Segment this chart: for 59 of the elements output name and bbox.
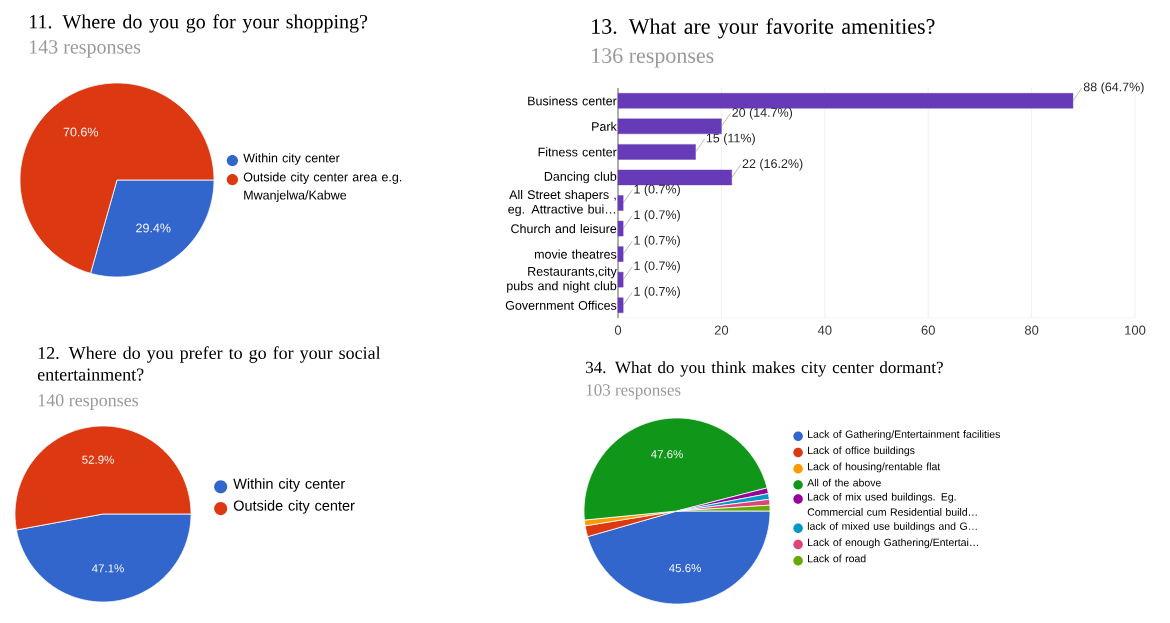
bar [617,271,624,288]
data-label: 88 (64.7%) [1083,82,1144,94]
x-tick-label: 0 [614,325,622,335]
chart-title: 13. What are your favorite amenities? [592,18,935,39]
data-label: 47.1% [91,564,124,573]
chart-subtitle: 143 responses [29,40,141,58]
data-label: 29.4% [136,223,171,233]
y-tick-label: Dancing club [544,171,617,184]
y-tick-label: Fitness center [538,147,617,157]
data-label: 52.9% [82,455,114,464]
bar [617,297,624,313]
bar [617,169,732,186]
legend-label: Lack of road [808,554,866,563]
y-tick-label: movie theatres [534,249,617,259]
chart-subtitle: 103 responses [586,384,681,400]
y-tick-label: Business center [528,96,617,106]
legend-label: Outside city center area e.g. Mwanjelwa/Kabwe [243,172,402,203]
x-tick-label: 20 [714,325,729,335]
chart-title: 34. What do you think makes city center dormant? [586,361,943,377]
bar [617,220,624,237]
y-tick-label: Church and leisure [511,223,617,234]
y-tick-label: Park [592,121,617,131]
legend-label: Lack of mix used buildings. Eg. Commercial cum Residential build… [807,492,977,516]
x-tick-label: 80 [1024,325,1039,335]
data-label: 1 (0.7%) [634,286,680,299]
data-label: 70.6% [63,127,99,137]
chart-subtitle: 136 responses [592,48,714,68]
data-label: 47.6% [650,450,683,459]
legend-label: Lack of housing/rentable flat [808,462,941,473]
data-label: 1 (0.7%) [634,235,680,248]
x-tick-label: 100 [1125,325,1146,335]
data-label: 1 (0.7%) [634,261,680,273]
y-tick-label: All Street shapers , eg. Attractive bui… [508,189,616,217]
y-tick-label: Restaurants,city pubs and night club [507,266,617,293]
data-label: 45.6% [669,564,701,573]
bar [617,246,624,262]
legend-label: Lack of enough Gathering/Entertai… [808,538,978,549]
data-label: 22 (16.2%) [742,158,803,171]
y-tick-label: Government Offices [505,300,617,310]
legend-label: Within city center [243,153,340,165]
data-label: 1 (0.7%) [634,209,680,222]
legend-label: lack of mixed use buildings and G… [807,522,977,532]
legend-label: Within city center [233,478,345,492]
bar [617,118,722,135]
data-label: 20 (14.7%) [732,107,793,120]
data-label: 1 (0.7%) [634,184,680,197]
bar [617,93,1074,109]
x-tick-label: 60 [921,325,935,335]
legend-label: Lack of office buildings [808,446,915,457]
chart-title: 12. Where do you prefer to go for your social entertainment? [37,346,381,381]
legend-label: Outside city center [233,500,355,514]
legend-label: All of the above [807,478,881,487]
legend-label: Lack of Gathering/Entertainment facilities [808,430,1000,440]
chart-subtitle: 140 responses [38,394,139,410]
data-label: 15 (11%) [706,133,755,145]
chart-title: 11. Where do you go for your shopping? [29,14,368,33]
bar [617,144,696,160]
x-tick-label: 40 [817,325,832,335]
bar [617,195,624,211]
